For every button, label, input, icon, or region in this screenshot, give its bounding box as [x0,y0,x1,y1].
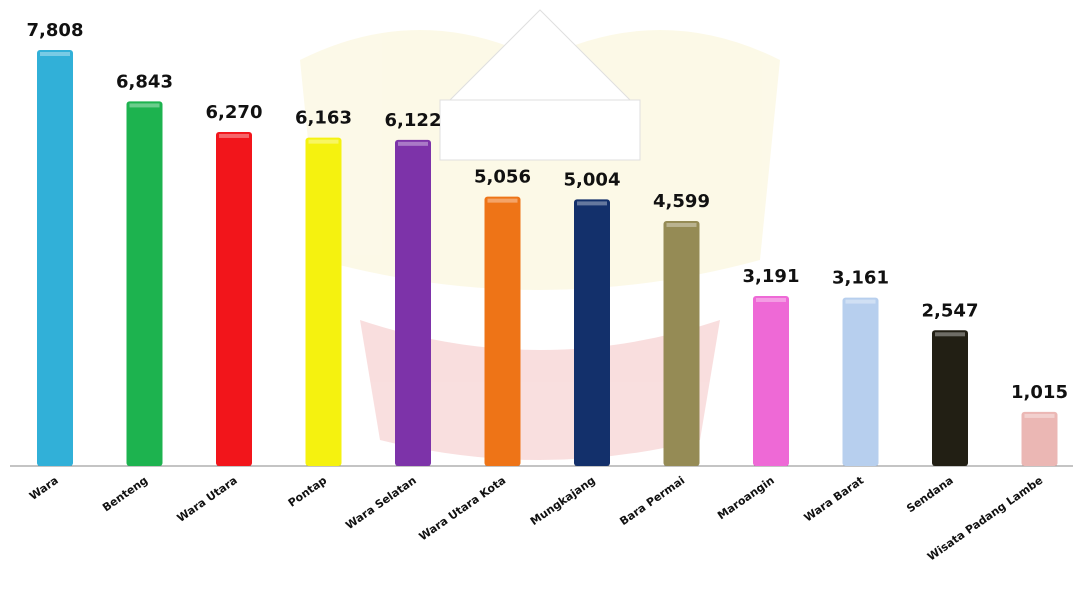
bar [395,140,431,466]
value-label: 1,015 [1011,382,1068,403]
x-tick-label: Benteng [100,474,150,515]
bar-highlight [398,142,428,146]
bar-highlight [935,332,965,336]
bar [843,298,879,466]
bar-highlight [130,103,160,107]
bar [306,138,342,466]
bar-highlight [667,223,697,227]
bar-highlight [309,140,339,144]
bar-highlight [756,298,786,302]
value-label: 2,547 [922,300,979,321]
bar [932,330,968,466]
x-tick-label: Pontap [286,474,330,510]
value-label: 7,808 [27,20,84,41]
value-label: 3,191 [743,266,800,287]
bar-highlight [1025,414,1055,418]
value-label: 5,004 [564,169,621,190]
bar [753,296,789,466]
bar-highlight [488,199,518,203]
x-tick-label: Sendana [904,474,955,515]
bar [1022,412,1058,466]
x-tick-label: Mungkajang [528,474,598,528]
bar [37,50,73,466]
x-tick-label: Maroangin [715,474,777,523]
watermark [300,10,780,460]
bar-highlight [577,201,607,205]
x-tick-label: Wara Barat [802,474,867,525]
x-tick-label: Bara Permai [617,474,687,528]
bar [127,101,163,466]
page: {"chart_data": {"type": "bar", "categori… [0,0,1073,600]
bar-highlight [40,52,70,56]
bar [664,221,700,466]
value-label: 6,163 [295,108,352,129]
value-label: 3,161 [832,268,889,289]
bar [574,199,610,466]
bar-highlight [846,300,876,304]
value-label: 6,270 [206,102,263,123]
value-label: 6,843 [116,71,173,92]
x-tick-label: Wara [27,474,61,503]
x-tick-label: Wara Selatan [343,474,418,532]
value-label: 6,122 [385,110,442,131]
value-label: 5,056 [474,167,531,188]
x-tick-label: Wara Utara [175,474,240,525]
bar-highlight [219,134,249,138]
bar [216,132,252,466]
value-label: 4,599 [653,191,710,212]
bar [485,197,521,466]
chart: 7,808 Wara 6,843 Benteng 6,270 Wara Utara 6,16… [0,0,1073,600]
x-tick-label: Wara Utara Kota [417,474,509,544]
